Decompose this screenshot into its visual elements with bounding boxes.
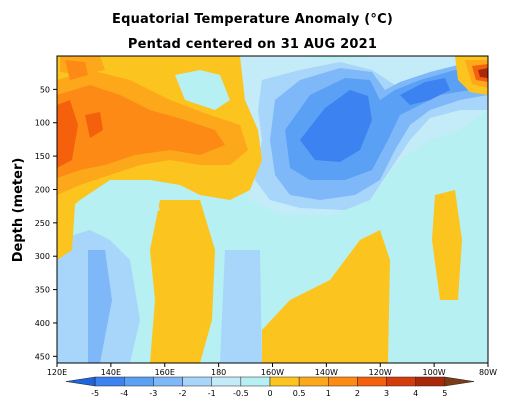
anomaly-region-blue-column <box>88 250 112 363</box>
chart-subtitle: Pentad centered on 31 AUG 2021 <box>127 37 378 52</box>
y-tick-label: 450 <box>35 352 50 361</box>
colorbar-label: -2 <box>179 389 187 398</box>
x-tick-label: 160W <box>261 368 284 377</box>
x-tick-label: 120W <box>369 368 392 377</box>
colorbar-label: -1 <box>208 389 216 398</box>
y-tick-label: 400 <box>35 319 50 328</box>
anomaly-region-hot <box>85 112 103 138</box>
anomaly-region-warm-weak <box>150 200 215 363</box>
colorbar-label: 0 <box>267 389 272 398</box>
y-tick-label: 350 <box>35 286 50 295</box>
colorbar-swatch <box>211 376 242 387</box>
heatmap-field <box>57 56 488 363</box>
anomaly-region-cold-core <box>300 90 372 162</box>
colorbar-label: -4 <box>120 389 128 398</box>
anomaly-region-neutral <box>110 183 160 215</box>
colorbar-swatch <box>269 376 300 387</box>
y-tick-label: 200 <box>35 185 50 194</box>
y-tick-label: 300 <box>35 252 50 261</box>
colorbar-swatch <box>415 376 446 387</box>
anomaly-region-blue-column <box>220 250 262 363</box>
colorbar-swatch <box>386 376 416 387</box>
x-tick-label: 140E <box>101 368 121 377</box>
anomaly-region-warm-weak <box>432 190 462 300</box>
anomaly-region-warm-strong <box>65 60 88 80</box>
x-tick-label: 180 <box>211 368 226 377</box>
colorbar-swatch <box>182 376 212 387</box>
colorbar-swatch <box>153 376 183 387</box>
chart-title: Equatorial Temperature Anomaly (°C) <box>112 12 393 27</box>
x-tick-label: 80W <box>479 368 497 377</box>
colorbar-swatch <box>444 376 475 387</box>
colorbar-swatch <box>124 376 154 387</box>
colorbar-label: -3 <box>149 389 157 398</box>
colorbar-label: 1 <box>326 389 331 398</box>
anomaly-region-hot <box>57 100 78 168</box>
x-tick-label: 160E <box>155 368 175 377</box>
colorbar-label: 0.5 <box>293 389 306 398</box>
y-tick-label: 250 <box>35 219 50 228</box>
anomaly-region-warm-weak <box>57 200 75 260</box>
y-tick-label: 150 <box>35 152 50 161</box>
y-axis-label: Depth (meter) <box>11 158 26 263</box>
x-tick-label: 140W <box>315 368 338 377</box>
anomaly-region-east-surface-warm <box>478 68 488 78</box>
colorbar-label: 3 <box>384 389 389 398</box>
colorbar-swatch <box>328 376 358 387</box>
colorbar-swatch <box>240 376 271 387</box>
anomaly-region-neutral <box>175 70 230 110</box>
colorbar-label: 2 <box>355 389 360 398</box>
y-tick-label: 50 <box>40 85 50 94</box>
colorbar-swatch <box>94 376 125 387</box>
colorbar-swatch <box>357 376 387 387</box>
colorbar-swatch <box>65 376 96 387</box>
colorbar-label: 5 <box>442 389 447 398</box>
colorbar: -5 -4 -3 -2 -1 -0.5 0 0.5 1 2 3 4 5 <box>65 376 475 398</box>
x-tick-label: 100W <box>423 368 446 377</box>
x-tick-label: 120E <box>47 368 67 377</box>
colorbar-label: 4 <box>413 389 418 398</box>
colorbar-label: -5 <box>91 389 99 398</box>
y-tick-label: 100 <box>35 119 50 128</box>
anomaly-region-warm-weak <box>262 230 390 363</box>
anomaly-region-warm-strong <box>57 85 225 178</box>
colorbar-label: -0.5 <box>233 389 249 398</box>
anomaly-region-cold-core <box>400 78 450 105</box>
colorbar-swatch <box>298 376 329 387</box>
